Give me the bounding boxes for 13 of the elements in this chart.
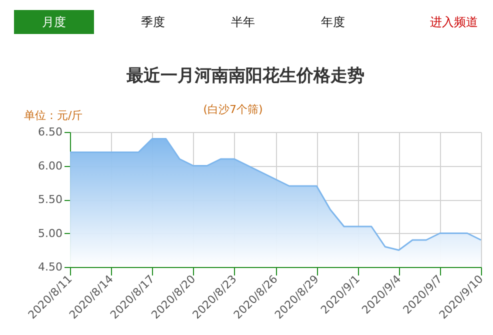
chart-title: 最近一月河南南阳花生价格走势 bbox=[126, 66, 364, 86]
text: 季度 bbox=[141, 15, 165, 29]
y-tick-label: 5.00 bbox=[38, 226, 62, 240]
text: 月度 bbox=[42, 15, 66, 29]
chart-subtitle: (白沙7个筛) bbox=[203, 103, 263, 116]
text: 年度 bbox=[321, 15, 345, 29]
y-tick-label: 6.00 bbox=[38, 159, 62, 172]
y-tick-label: 6.50 bbox=[38, 126, 62, 138]
y-tick-label: 5.50 bbox=[38, 193, 62, 206]
text: 半年 bbox=[231, 15, 255, 29]
y-tick-label: 4.50 bbox=[38, 260, 62, 274]
text: 进入频道 bbox=[430, 15, 478, 29]
y-axis-title: 单位：元/斤 bbox=[24, 109, 83, 122]
